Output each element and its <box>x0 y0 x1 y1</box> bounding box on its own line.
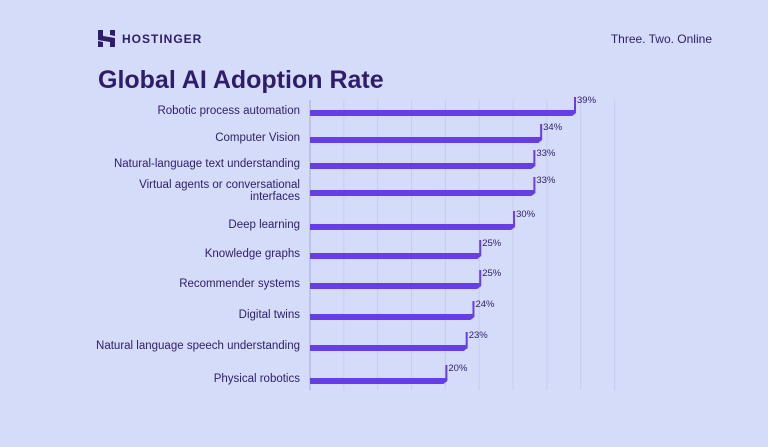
category-label: Natural language speech understanding <box>96 340 300 352</box>
bar <box>310 270 482 289</box>
hostinger-logo: HOSTINGER <box>98 30 202 47</box>
data-label: 25% <box>482 268 502 279</box>
data-label: 23% <box>469 330 489 341</box>
data-label: 34% <box>543 122 563 133</box>
data-label: 25% <box>482 238 502 249</box>
category-label: Recommender systems <box>179 278 300 290</box>
bar <box>310 124 543 143</box>
data-label: 33% <box>536 148 556 159</box>
category-label: Physical robotics <box>214 373 301 385</box>
category-label: Virtual agents or conversational <box>139 179 300 191</box>
data-label: 33% <box>536 175 556 186</box>
bar <box>310 301 475 320</box>
bar <box>310 211 516 230</box>
brand-name: HOSTINGER <box>122 31 203 46</box>
data-label: 39% <box>577 95 597 106</box>
category-label: Computer Vision <box>215 132 300 144</box>
data-label: 30% <box>516 209 536 220</box>
tagline: Three. Two. Online <box>610 32 712 46</box>
data-label: 20% <box>448 363 468 374</box>
bar <box>310 240 482 259</box>
category-label: Knowledge graphs <box>205 248 301 260</box>
data-label: 24% <box>475 299 495 310</box>
bar <box>310 177 536 196</box>
category-label: Robotic process automation <box>157 105 300 117</box>
category-label: interfaces <box>250 191 300 203</box>
chart-title: Global AI Adoption Rate <box>98 66 384 94</box>
bar <box>310 97 576 116</box>
category-label: Digital twins <box>239 309 301 321</box>
category-label: Natural-language text understanding <box>114 158 300 170</box>
category-label: Deep learning <box>228 219 300 231</box>
bar <box>310 150 536 169</box>
bar <box>310 365 448 384</box>
bar <box>310 332 468 351</box>
hostinger-logo-icon <box>98 30 115 47</box>
